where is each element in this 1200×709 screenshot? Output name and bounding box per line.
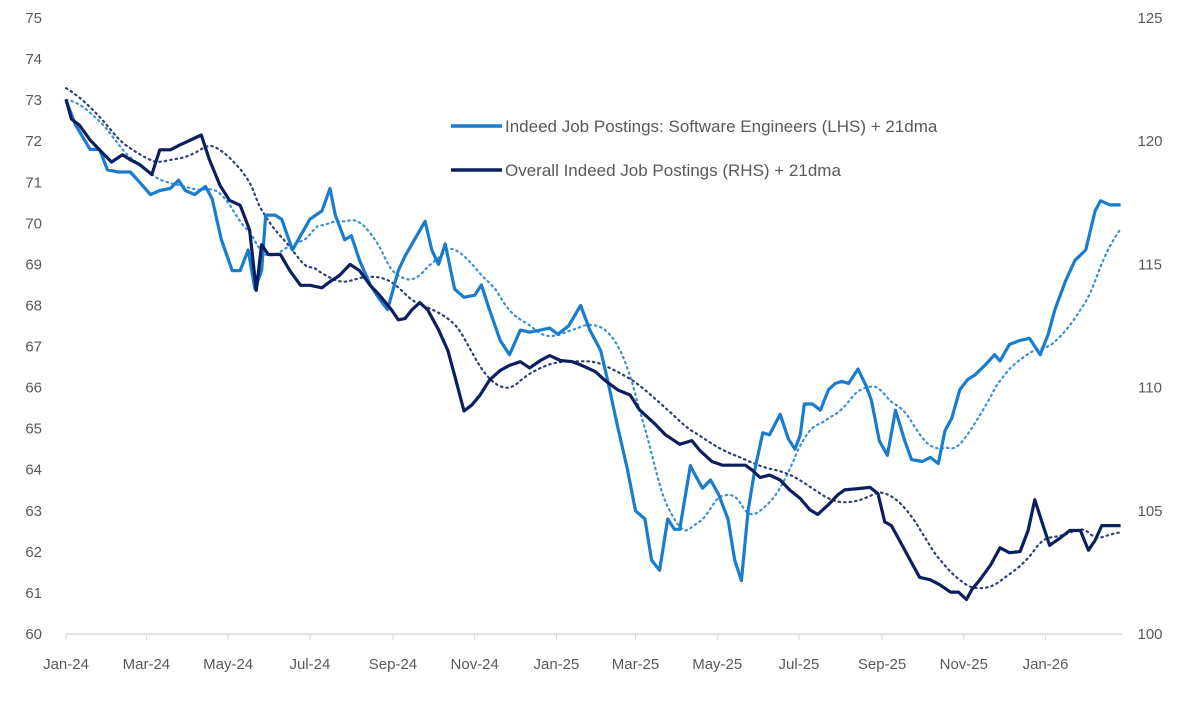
y-left-tick-label: 65 [25, 421, 42, 438]
y-left-tick-label: 61 [25, 585, 42, 602]
y-axis-left: 60 61 62 63 64 65 66 67 68 69 70 71 72 73 74 75 [25, 10, 42, 643]
legend-label-software-engineers: Indeed Job Postings: Software Engineers … [505, 117, 938, 136]
legend-item-software-engineers: Indeed Job Postings: Software Engineers … [451, 117, 938, 136]
y-right-tick-label: 125 [1137, 10, 1162, 27]
x-axis: Jan-24 Mar-24 May-24 Jul-24 Sep-24 Nov-24 Jan-… [43, 634, 1122, 673]
y-left-tick-label: 72 [25, 133, 42, 150]
x-tick-label: Jan-24 [43, 656, 89, 673]
x-tick-label: Sep-25 [858, 656, 906, 673]
y-left-tick-label: 70 [25, 215, 42, 232]
y-left-tick-label: 64 [25, 462, 42, 479]
y-left-tick-label: 63 [25, 503, 42, 520]
y-left-tick-label: 75 [25, 10, 42, 27]
y-left-tick-label: 74 [25, 51, 42, 68]
y-left-tick-label: 71 [25, 174, 42, 191]
x-tick-label: May-24 [203, 656, 253, 673]
x-tick-label: Mar-25 [612, 656, 660, 673]
y-right-tick-label: 115 [1138, 256, 1162, 273]
x-tick-label: Jul-25 [779, 656, 820, 673]
x-tick-label: Jul-24 [289, 656, 330, 673]
y-right-tick-label: 120 [1137, 133, 1162, 150]
x-tick-label: Nov-25 [940, 656, 988, 673]
legend: Indeed Job Postings: Software Engineers … [451, 117, 938, 180]
x-tick-label: Mar-24 [123, 656, 171, 673]
x-tick-label: Nov-24 [451, 656, 499, 673]
y-right-tick-label: 105 [1137, 503, 1162, 520]
y-left-tick-label: 68 [25, 297, 42, 314]
y-left-tick-label: 62 [25, 544, 42, 561]
x-tick-label: Jan-25 [534, 656, 580, 673]
y-right-tick-label: 110 [1138, 380, 1162, 397]
y-left-tick-label: 73 [25, 92, 42, 109]
legend-label-overall: Overall Indeed Job Postings (RHS) + 21dm… [505, 161, 841, 180]
legend-item-overall: Overall Indeed Job Postings (RHS) + 21dm… [451, 161, 841, 180]
y-left-tick-label: 67 [25, 339, 42, 356]
x-tick-label: Sep-24 [369, 656, 417, 673]
y-left-tick-label: 69 [25, 256, 42, 273]
y-left-tick-label: 60 [25, 626, 42, 643]
x-tick-label: Jan-26 [1023, 656, 1069, 673]
y-right-tick-label: 100 [1137, 626, 1162, 643]
x-tick-label: May-25 [692, 656, 742, 673]
y-left-tick-label: 66 [25, 380, 42, 397]
y-axis-right: 100 105 110 115 120 125 [1137, 10, 1162, 643]
